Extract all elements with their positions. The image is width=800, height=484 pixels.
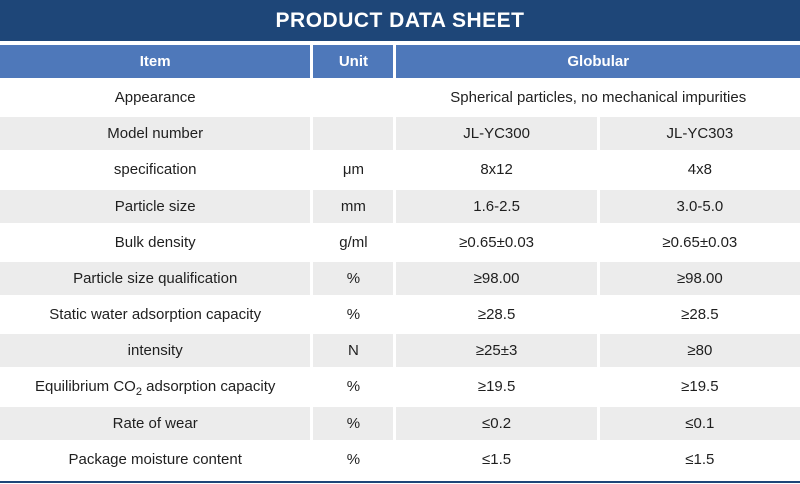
- value-cell: 3.0-5.0: [599, 189, 800, 223]
- unit-cell: N: [313, 334, 394, 368]
- value-cell: ≥98.00: [396, 261, 597, 296]
- table-row-appearance: Appearance Spherical particles, no mecha…: [0, 81, 800, 115]
- item-cell: Appearance: [0, 81, 311, 115]
- value-cell: ≥25±3: [396, 334, 597, 368]
- header-unit: Unit: [313, 45, 394, 78]
- unit-cell: %: [313, 261, 394, 296]
- value-cell: JL-YC303: [599, 117, 800, 151]
- value-cell: ≤1.5: [599, 442, 800, 476]
- value-cell: ≥28.5: [599, 298, 800, 332]
- value-cell: ≥19.5: [599, 370, 800, 404]
- value-cell: Spherical particles, no mechanical impur…: [396, 81, 800, 115]
- unit-cell: [313, 117, 394, 151]
- table-row-particle-size-qualification: Particle size qualification % ≥98.00 ≥98…: [0, 261, 800, 296]
- item-cell: intensity: [0, 334, 311, 368]
- item-cell: Rate of wear: [0, 406, 311, 440]
- value-cell: 4x8: [599, 153, 800, 187]
- table-row-particle-size: Particle size mm 1.6-2.5 3.0-5.0: [0, 189, 800, 223]
- item-label-suffix: adsorption capacity: [141, 378, 276, 396]
- table-row-rate-of-wear: Rate of wear % ≤0.2 ≤0.1: [0, 406, 800, 440]
- value-cell: ≥19.5: [396, 370, 597, 404]
- table-row-intensity: intensity N ≥25±3 ≥80: [0, 334, 800, 368]
- table-row-equilibrium-co2-adsorption: Equilibrium CO2 adsorption capacity % ≥1…: [0, 370, 800, 404]
- value-cell: ≥98.00: [599, 261, 800, 296]
- unit-cell: [313, 81, 394, 115]
- value-cell: ≤0.2: [396, 406, 597, 440]
- table-row-specification: specification μm 8x12 4x8: [0, 153, 800, 187]
- item-cell: specification: [0, 153, 311, 187]
- table-row-bulk-density: Bulk density g/ml ≥0.65±0.03 ≥0.65±0.03: [0, 225, 800, 259]
- item-label-prefix: Equilibrium CO: [34, 378, 136, 396]
- value-cell: ≥0.65±0.03: [396, 225, 597, 259]
- unit-cell: %: [313, 298, 394, 332]
- header-globular: Globular: [396, 45, 800, 78]
- table-row-package-moisture-content: Package moisture content % ≤1.5 ≤1.5: [0, 442, 800, 476]
- page-title: PRODUCT DATA SHEET: [275, 8, 525, 32]
- value-cell: ≥0.65±0.03: [599, 225, 800, 259]
- unit-cell: %: [313, 442, 394, 476]
- value-cell: ≥80: [599, 334, 800, 368]
- item-cell: Equilibrium CO2 adsorption capacity: [0, 370, 311, 404]
- table-header-row: Item Unit Globular: [0, 45, 800, 78]
- value-cell: JL-YC300: [396, 117, 597, 151]
- item-cell: Model number: [0, 117, 311, 151]
- header-item: Item: [0, 45, 311, 78]
- unit-cell: μm: [313, 153, 394, 187]
- item-cell: Package moisture content: [0, 442, 311, 476]
- co2-subscript: 2: [135, 386, 142, 399]
- unit-cell: mm: [313, 189, 394, 223]
- value-cell: ≤0.1: [599, 406, 800, 440]
- item-cell: Static water adsorption capacity: [0, 298, 311, 332]
- value-cell: 8x12: [396, 153, 597, 187]
- bottom-border-rule: [0, 481, 800, 483]
- table-row-model-number: Model number JL-YC300 JL-YC303: [0, 117, 800, 151]
- item-cell: Particle size qualification: [0, 261, 311, 296]
- unit-cell: g/ml: [313, 225, 394, 259]
- product-table: Item Unit Globular Appearance Spherical …: [0, 42, 800, 479]
- unit-cell: %: [313, 370, 394, 404]
- value-cell: 1.6-2.5: [396, 189, 597, 223]
- value-cell: ≤1.5: [396, 442, 597, 476]
- table-row-static-water-adsorption: Static water adsorption capacity % ≥28.5…: [0, 298, 800, 332]
- value-cell: ≥28.5: [396, 298, 597, 332]
- title-band: PRODUCT DATA SHEET: [0, 0, 800, 41]
- unit-cell: %: [313, 406, 394, 440]
- item-cell: Bulk density: [0, 225, 311, 259]
- item-cell: Particle size: [0, 189, 311, 223]
